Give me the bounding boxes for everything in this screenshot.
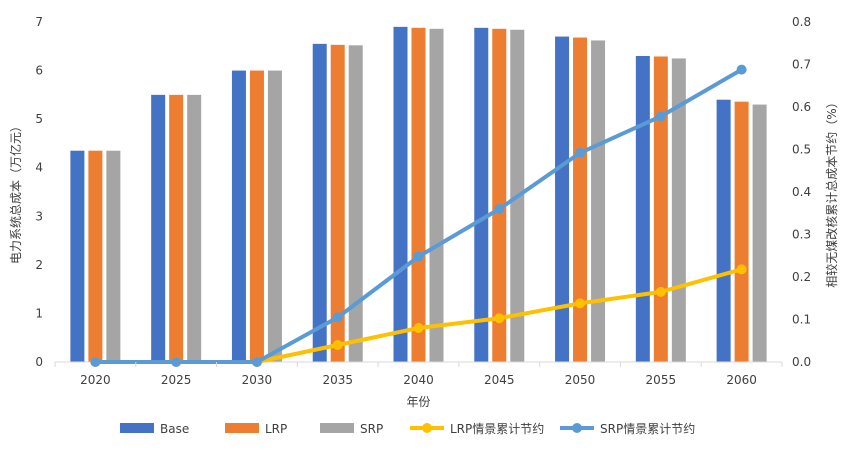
- x-tick-label: 2020: [80, 373, 111, 387]
- y-left-tick-label: 0: [35, 355, 43, 369]
- y-left-tick-label: 1: [35, 306, 43, 320]
- bar-base-2055: [635, 56, 650, 362]
- x-tick-label: 2055: [646, 373, 677, 387]
- bar-srp-2020: [106, 150, 121, 362]
- bar-base-2025: [151, 94, 166, 362]
- bar-base-2045: [474, 27, 489, 362]
- x-tick-label: 2035: [322, 373, 353, 387]
- legend-swatch: [225, 423, 259, 433]
- lines-layer: [90, 64, 747, 367]
- y-left-tick-label: 5: [35, 112, 43, 126]
- x-tick-label: 2060: [726, 373, 757, 387]
- legend-label: SRP: [360, 422, 383, 436]
- line-point-2-2030: [251, 357, 262, 367]
- y-axis-left-title: 电力系统总成本（万亿元）: [8, 120, 23, 264]
- bar-base-2050: [555, 36, 570, 362]
- y-right-tick-label: 0.3: [792, 228, 811, 242]
- y-left-tick-label: 3: [35, 209, 43, 223]
- y-left-tick-label: 4: [35, 161, 43, 175]
- bar-base-2020: [70, 150, 85, 362]
- bar-lrp-2030: [249, 70, 264, 363]
- line-point-2-2025: [171, 357, 182, 367]
- bar-base-2035: [312, 43, 327, 362]
- line-point-1-2060: [736, 264, 747, 275]
- bar-srp-2050: [591, 40, 606, 362]
- bar-lrp-2060: [734, 101, 749, 363]
- x-tick-label: 2045: [484, 373, 515, 387]
- bar-lrp-2045: [492, 28, 507, 363]
- y-right-tick-label: 0.5: [792, 143, 811, 157]
- line-point-2-2055: [655, 111, 666, 122]
- bar-lrp-2025: [169, 94, 184, 362]
- y-left-tick-label: 6: [35, 64, 43, 78]
- legend-label: Base: [160, 422, 189, 436]
- y-left-tick-label: 2: [35, 258, 43, 272]
- bar-base-2040: [393, 26, 408, 362]
- x-tick-label: 2040: [403, 373, 434, 387]
- bar-srp-2030: [267, 70, 282, 363]
- bar-base-2060: [716, 99, 731, 362]
- ticks-layer: 2020 2025 2030 2035 2040 2045 2050 2055 2060 0 1 2 3…: [35, 15, 811, 387]
- legend-swatch-marker: [422, 423, 432, 433]
- x-tick-label: 2030: [242, 373, 273, 387]
- bar-base-2030: [231, 70, 246, 363]
- bar-srp-2040: [429, 28, 444, 363]
- y-right-tick-label: 0.2: [792, 270, 811, 284]
- bar-srp-2025: [187, 94, 202, 362]
- line-point-2-2020: [90, 357, 101, 367]
- legend-swatch: [120, 423, 154, 433]
- line-point-1-2055: [655, 286, 666, 297]
- bar-lrp-2040: [411, 27, 426, 362]
- bars-layer: [70, 26, 767, 363]
- line-point-2-2035: [332, 312, 343, 323]
- y-left-tick-label: 7: [35, 15, 43, 29]
- legend-swatch: [320, 423, 354, 433]
- y-right-tick-label: 0.0: [792, 355, 811, 369]
- line-point-1-2045: [494, 313, 505, 324]
- legend-swatch-marker: [572, 423, 582, 433]
- legend-label: SRP情景累计节约: [600, 421, 695, 436]
- line-point-1-2050: [575, 298, 586, 309]
- legend: Base LRP SRP LRP情景累计节约 SRP情景累计节约: [120, 421, 695, 436]
- y-right-tick-label: 0.6: [792, 100, 811, 114]
- line-point-2-2050: [575, 147, 586, 158]
- x-axis-title: 年份: [406, 395, 430, 409]
- line-point-1-2035: [332, 340, 343, 350]
- y-right-tick-label: 0.8: [792, 15, 811, 29]
- bar-srp-2035: [348, 45, 363, 363]
- bar-lrp-2020: [88, 150, 103, 362]
- line-point-2-2060: [736, 64, 747, 75]
- bar-srp-2060: [752, 104, 767, 363]
- bar-lrp-2035: [330, 44, 345, 362]
- legend-label: LRP: [265, 422, 287, 436]
- y-right-tick-label: 0.7: [792, 58, 811, 72]
- y-axis-right-title: 相较无煤改核累计总成本节约（%）: [824, 96, 839, 287]
- line-point-2-2045: [494, 204, 505, 214]
- legend-label: LRP情景累计节约: [450, 421, 544, 436]
- line-point-1-2040: [413, 323, 424, 333]
- bar-lrp-2050: [573, 37, 588, 363]
- y-right-tick-label: 0.1: [792, 313, 811, 327]
- x-tick-label: 2025: [161, 373, 192, 387]
- y-right-tick-label: 0.4: [792, 185, 811, 199]
- bar-lrp-2055: [653, 56, 668, 362]
- line-point-2-2040: [413, 251, 424, 262]
- x-tick-label: 2050: [565, 373, 596, 387]
